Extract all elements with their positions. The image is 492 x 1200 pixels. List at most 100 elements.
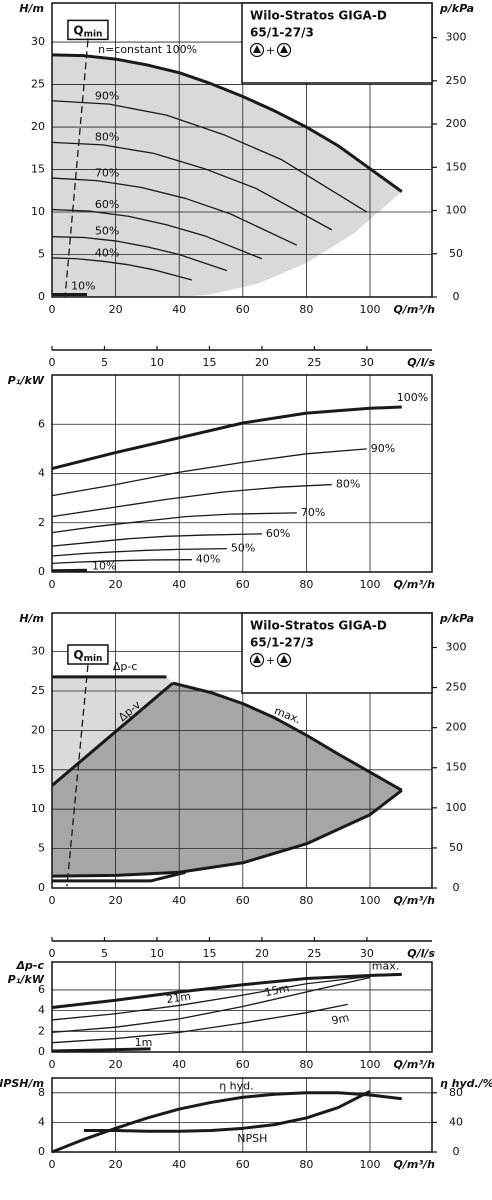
curve-label: 90% [371, 442, 395, 455]
x-tick-label: 60 [236, 303, 250, 316]
curve-label: 80% [95, 131, 119, 144]
curve-label: 80% [336, 478, 360, 491]
x-tick-label: 60 [236, 1158, 250, 1171]
x-tick-label: 20 [109, 1158, 123, 1171]
y-tick-label: 15 [31, 763, 45, 776]
curve [51, 972, 402, 1010]
y-tick-label: 25 [31, 78, 45, 91]
info-box [241, 612, 433, 694]
y-axis-label: H/m [19, 612, 44, 625]
y-tick-label: 20 [31, 723, 45, 736]
y-axis-label: NPSH/m [0, 1077, 44, 1090]
x-axis-label: Q/m³/h [394, 303, 436, 316]
qmin-main: Q [73, 648, 83, 662]
curve [51, 789, 403, 878]
curve [51, 208, 263, 260]
pump-icon-triangle [280, 45, 288, 53]
y2-tick-label: 200 [446, 117, 467, 130]
x-tick-label: 40 [172, 1058, 186, 1071]
curve-label: 100% [397, 391, 428, 404]
y-tick-label: 5 [38, 248, 45, 261]
x2-tick-label: 5 [101, 947, 108, 960]
x-tick-label: 100 [359, 303, 380, 316]
x-tick-label: 40 [172, 578, 186, 591]
curve-label: 40% [196, 553, 220, 566]
y-tick-label: 2 [38, 516, 45, 529]
y2-tick-label: 300 [446, 31, 467, 44]
x-tick-label: 100 [359, 1158, 380, 1171]
curve [51, 448, 367, 497]
curve [51, 236, 228, 272]
x2-tick-label: 25 [307, 947, 321, 960]
curve-label: 50% [95, 225, 119, 238]
curve-label: NPSH [237, 1132, 267, 1145]
x2-tick-label: 20 [255, 947, 269, 960]
x-tick-label: 80 [299, 1058, 313, 1071]
x2-tick-label: 0 [49, 947, 56, 960]
x-tick-label: 20 [109, 1058, 123, 1071]
info-box [241, 2, 433, 84]
x-tick-label: 20 [109, 578, 123, 591]
curve-label: n=constant 100% [98, 43, 197, 56]
curve [51, 141, 333, 231]
y-tick-label: 20 [31, 120, 45, 133]
curve-label: 9m [330, 1011, 350, 1027]
x2-tick-label: 15 [202, 356, 216, 369]
pump-icon-triangle [280, 655, 288, 663]
x2-axis-label: Q/l/s [407, 356, 435, 369]
x2-tick-label: 10 [150, 947, 164, 960]
y-tick-label: 0 [38, 565, 45, 578]
curve [51, 681, 174, 787]
curve-label: η hyd. [219, 1079, 253, 1092]
curve-label: 60% [266, 527, 290, 540]
curve [51, 257, 193, 281]
x2-tick-label: 20 [255, 356, 269, 369]
curve-label: 70% [95, 166, 119, 179]
curve-label: 1m [135, 1036, 153, 1049]
x-tick-label: 40 [172, 1158, 186, 1171]
curve [51, 547, 227, 557]
x-tick-label: 40 [172, 894, 186, 907]
y2-tick-label: 0 [453, 1145, 460, 1158]
curve [83, 1089, 371, 1133]
y-tick-label: 0 [38, 1045, 45, 1058]
curve [51, 975, 371, 1021]
y2-tick-label: 250 [446, 74, 467, 87]
curve [51, 53, 403, 193]
curve-label: 10% [71, 279, 95, 292]
x-tick-label: 0 [49, 894, 56, 907]
curve-label: 10% [92, 559, 116, 572]
qmin-sub: min [84, 654, 103, 664]
info-joiner: + [266, 654, 275, 667]
y-tick-label: 30 [31, 35, 45, 48]
curve [51, 976, 371, 1033]
x-axis-label: Q/m³/h [394, 1158, 436, 1171]
y2-tick-label: 0 [453, 881, 460, 894]
x-tick-label: 60 [236, 894, 250, 907]
y2-tick-label: 300 [446, 640, 467, 653]
qmin-label: Qmin [73, 648, 102, 664]
x-tick-label: 100 [359, 894, 380, 907]
y-tick-label: 25 [31, 684, 45, 697]
x2-tick-label: 30 [360, 947, 374, 960]
y-tick-label: 6 [38, 417, 45, 430]
y2-axis-label: η hyd./% [440, 1077, 492, 1090]
x2-tick-label: 10 [150, 356, 164, 369]
x2-tick-label: 5 [101, 356, 108, 369]
x-tick-label: 100 [359, 1058, 380, 1071]
y-axis-label: P₁/kW [8, 973, 45, 986]
pump-icon-triangle [253, 655, 261, 663]
curve-label: 21m [166, 990, 192, 1006]
x2-tick-label: 30 [360, 356, 374, 369]
qmin-box [67, 19, 109, 41]
y-tick-label: 0 [38, 1145, 45, 1158]
curve-label: 90% [95, 89, 119, 102]
info-title: Wilo-Stratos GIGA-D [250, 619, 387, 633]
x-axis-label: Q/m³/h [394, 894, 436, 907]
y-tick-label: 8 [38, 1086, 45, 1099]
qmin-label: Qmin [73, 23, 102, 39]
y-tick-label: 10 [31, 802, 45, 815]
y-tick-label: 4 [38, 1115, 45, 1128]
curve [52, 870, 186, 883]
